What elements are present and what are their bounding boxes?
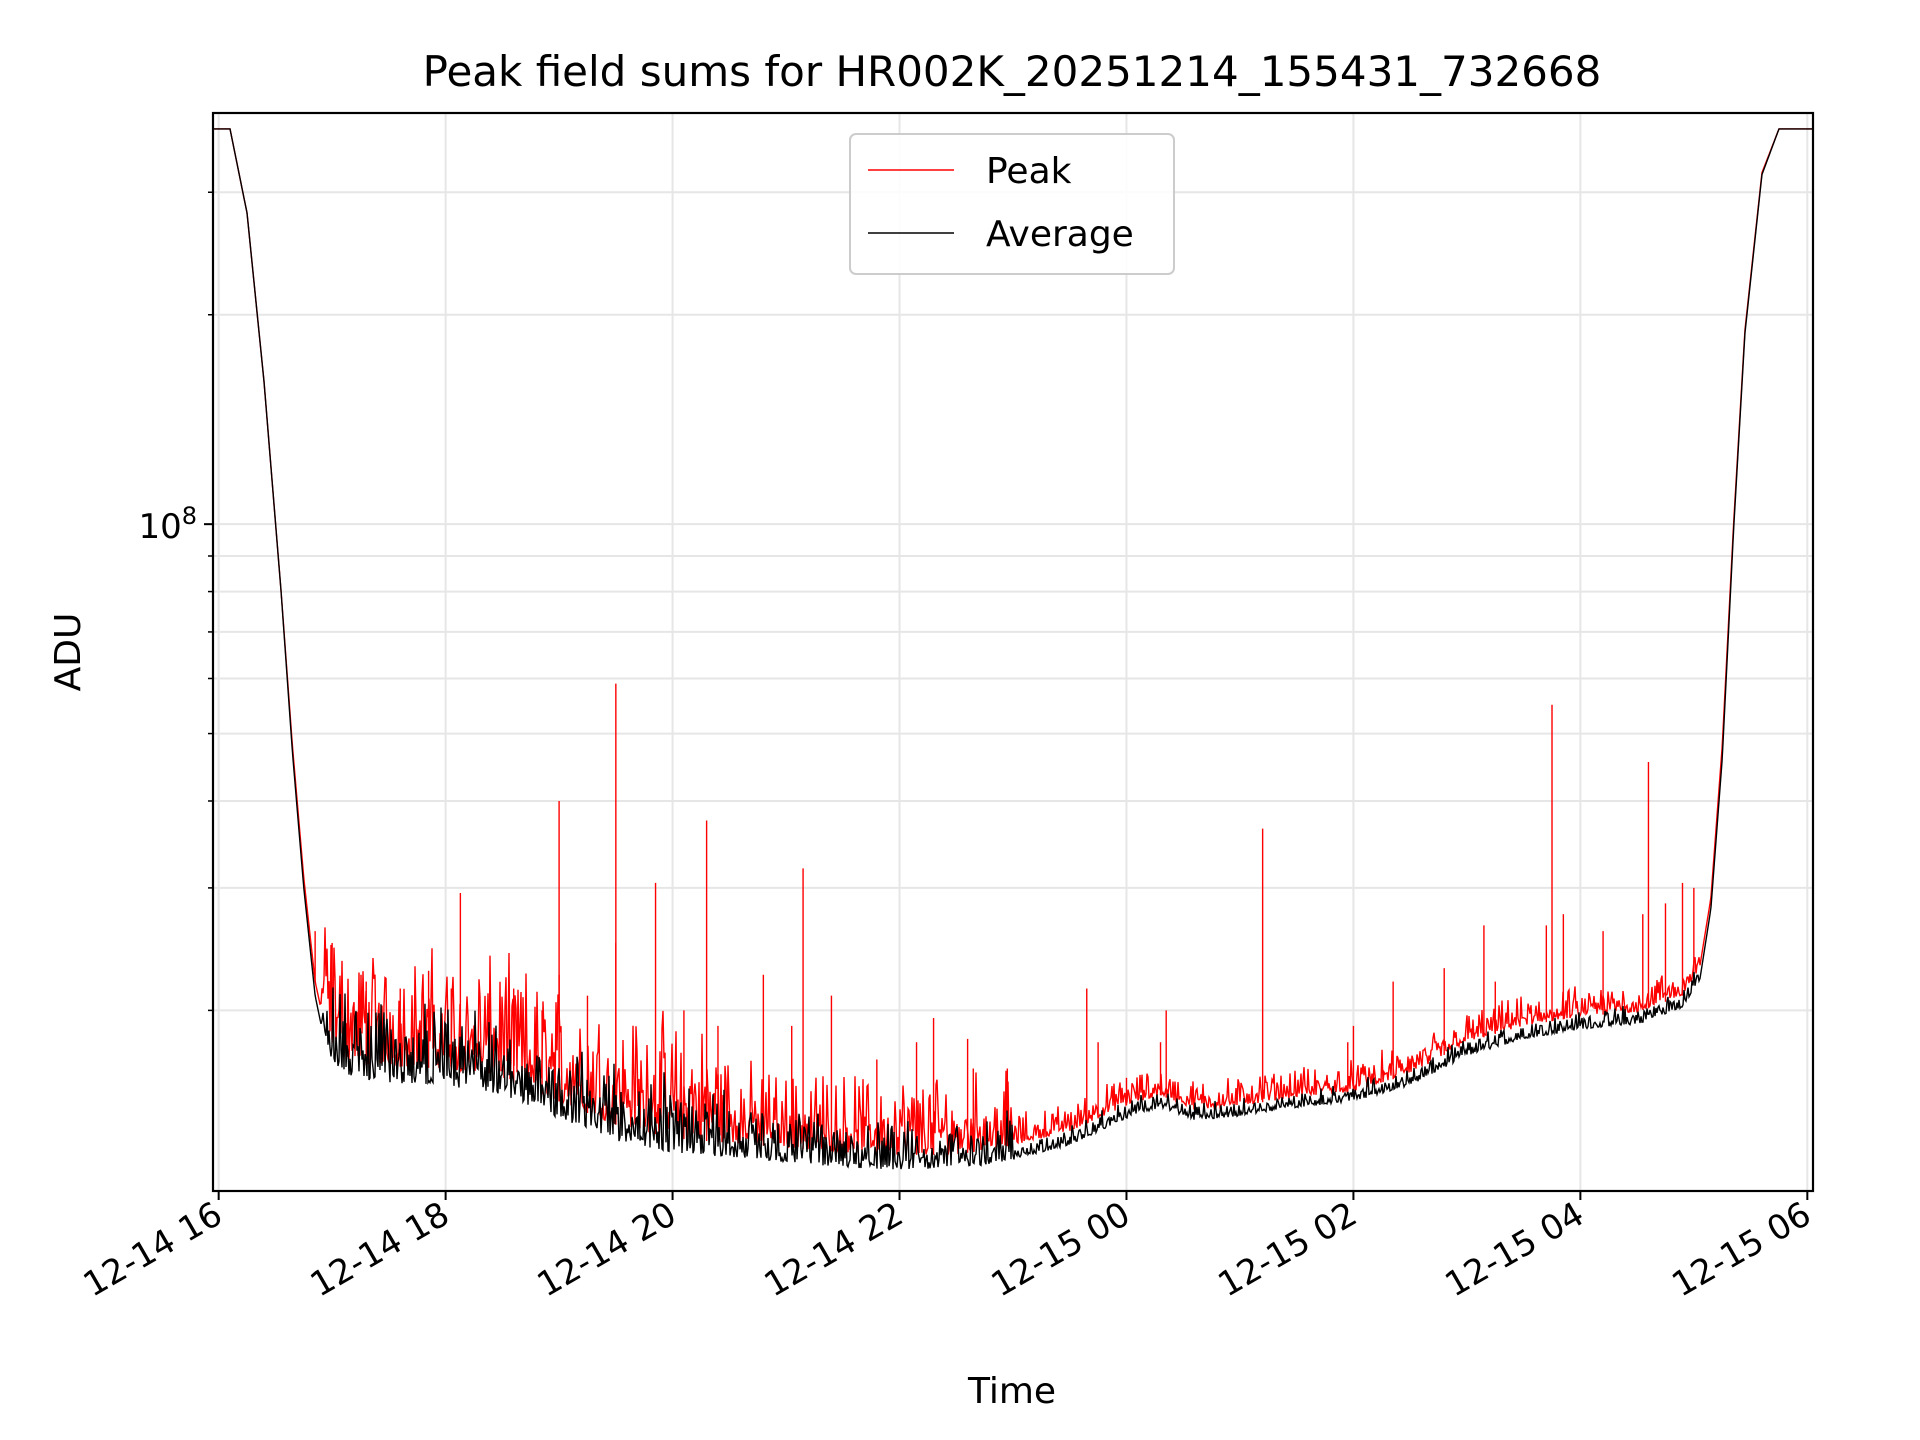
x-axis-label: Time <box>967 1371 1056 1412</box>
plot-series <box>213 128 1813 1170</box>
y-tick-label: 108 <box>138 502 197 547</box>
average-line <box>213 128 1813 1170</box>
legend-label-average: Average <box>986 214 1134 255</box>
chart-title: Peak field sums for HR002K_20251214_1554… <box>423 47 1602 96</box>
legend: Peak Average <box>849 133 1175 275</box>
plot-frame <box>211 111 1815 1193</box>
y-tick-label-exponent: 8 <box>182 502 197 530</box>
y-axis: 108 <box>138 191 213 1012</box>
series-peak <box>213 128 1813 1155</box>
y-axis-label: ADU <box>48 613 89 692</box>
y-tick-label-base: 10 <box>138 507 181 547</box>
legend-label-peak: Peak <box>986 151 1072 192</box>
series-average <box>213 128 1813 1170</box>
legend-box <box>849 133 1175 275</box>
